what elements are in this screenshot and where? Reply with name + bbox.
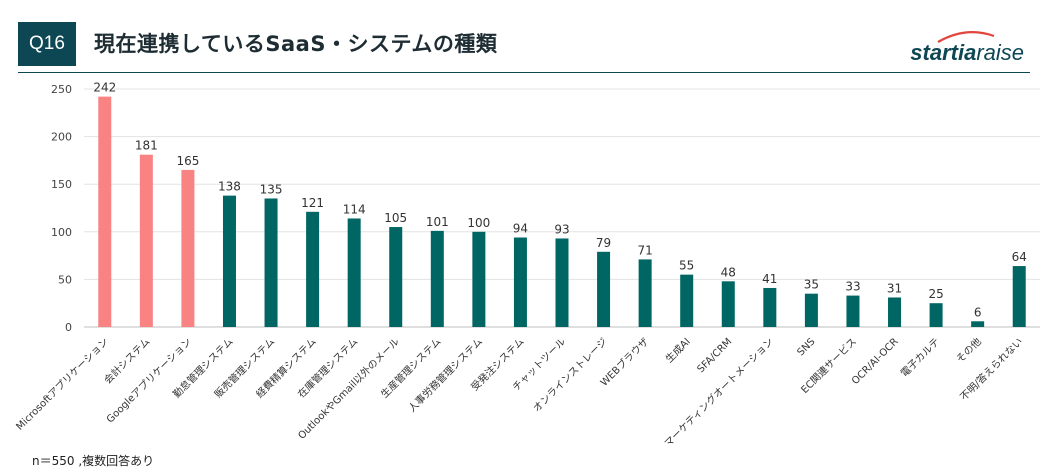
y-tick-label: 100: [51, 226, 72, 239]
data-label: 242: [93, 81, 116, 95]
x-tick-label: 人事労務管理システム: [405, 335, 485, 415]
x-tick-label: Googleアプリケーション: [104, 336, 194, 426]
data-label: 165: [176, 154, 199, 168]
bar: [306, 211, 320, 327]
bar: [804, 293, 818, 327]
bar: [763, 287, 777, 327]
data-label: 64: [1012, 250, 1027, 264]
question-badge: Q16: [18, 22, 76, 66]
data-label: 41: [762, 272, 777, 286]
bar: [1012, 266, 1026, 327]
bar: [98, 96, 112, 327]
x-tick-label: その他: [953, 335, 983, 365]
y-tick-label: 250: [51, 83, 72, 96]
data-label: 93: [554, 222, 569, 236]
data-label: 25: [928, 287, 943, 301]
x-tick-label: SFA/CRM: [696, 336, 735, 375]
data-label: 100: [467, 216, 490, 230]
x-tick-label: 生成AI: [663, 335, 693, 365]
bar: [389, 227, 403, 327]
bar: [430, 230, 444, 327]
data-label: 114: [343, 202, 366, 216]
bar: [555, 238, 569, 327]
data-label: 71: [637, 243, 652, 257]
bar: [347, 218, 361, 327]
bar: [222, 195, 236, 327]
data-label: 33: [845, 280, 860, 294]
data-label: 135: [260, 182, 283, 196]
bar: [680, 274, 694, 327]
sample-size-note: n＝550 ,複数回答あり: [32, 454, 155, 468]
y-tick-label: 0: [65, 321, 72, 334]
x-tick-label: 電子カルテ: [898, 336, 942, 380]
bar: [888, 297, 902, 327]
bar: [597, 251, 611, 327]
data-label: 55: [679, 259, 694, 273]
data-label: 31: [887, 281, 902, 295]
x-tick-label: オンラインストレージ: [531, 336, 610, 415]
y-tick-label: 50: [58, 273, 72, 286]
bar: [472, 231, 486, 327]
y-tick-label: 200: [51, 131, 72, 144]
data-label: 181: [135, 139, 158, 153]
bar: [721, 281, 735, 327]
logo-swoosh-icon: [937, 31, 995, 43]
x-tick-label: SNS: [795, 336, 817, 358]
data-label: 48: [721, 265, 736, 279]
header-divider: [18, 72, 1030, 73]
data-label: 121: [301, 196, 324, 210]
bar: [929, 303, 943, 327]
bar: [264, 198, 278, 327]
x-tick-label: Microsoftアプリケーション: [14, 336, 111, 433]
page-title: 現在連携しているSaaS・システムの種類: [94, 32, 498, 56]
data-label: 79: [596, 236, 611, 250]
logo-wordmark: startiaraise: [910, 40, 1024, 66]
data-label: 105: [384, 211, 407, 225]
data-label: 94: [513, 222, 528, 236]
bar: [513, 237, 527, 327]
bar: [139, 154, 153, 327]
data-label: 101: [426, 215, 449, 229]
logo-text-light: raise: [976, 40, 1024, 65]
y-tick-label: 150: [51, 178, 72, 191]
bar: [846, 295, 860, 327]
data-label: 35: [804, 278, 819, 292]
bar: [638, 259, 652, 327]
startia-raise-logo: startiaraise: [894, 31, 1024, 68]
data-label: 6: [974, 305, 982, 319]
data-label: 138: [218, 180, 241, 194]
logo-text-bold: startia: [910, 40, 977, 65]
bar: [181, 169, 195, 327]
bar: [971, 321, 985, 327]
